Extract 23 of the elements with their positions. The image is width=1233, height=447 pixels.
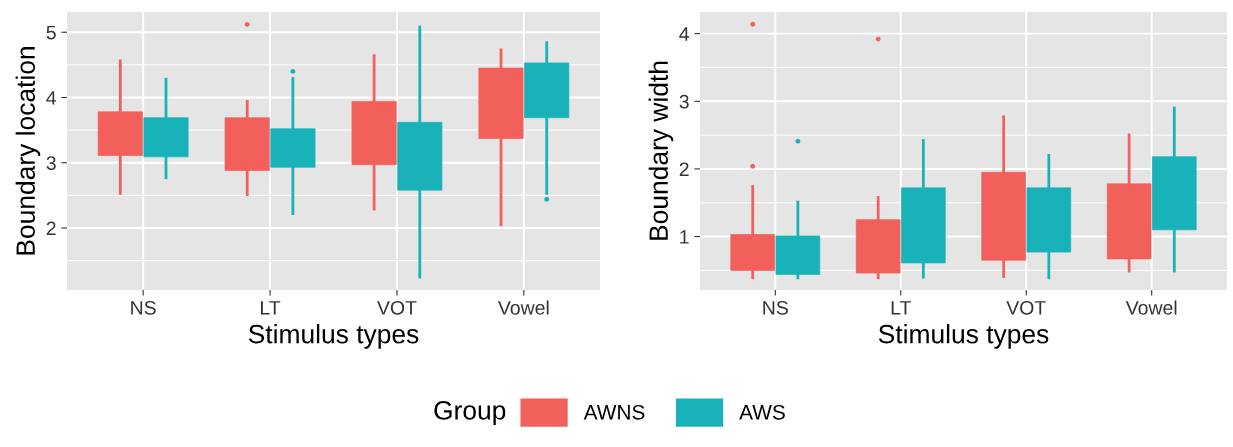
y-tick-label: 5 xyxy=(46,25,56,40)
y-tick-label: 1 xyxy=(680,230,689,244)
y-tick-label: 3 xyxy=(679,94,689,109)
x-tick-label: VOT xyxy=(377,300,417,315)
legend-title: Group xyxy=(434,401,506,425)
y-tick-label: 3 xyxy=(46,156,56,170)
x-tick-label: VOT xyxy=(1006,300,1046,315)
y-axis-title: Boundary width xyxy=(648,61,674,240)
x-tick-label: LT xyxy=(261,301,281,315)
x-axis-title: Stimulus types xyxy=(248,324,419,349)
x-tick-label: Vowel xyxy=(498,300,549,315)
x-tick-label: NS xyxy=(763,300,788,315)
y-tick-label: 4 xyxy=(46,91,57,105)
y-tick-label: 2 xyxy=(46,221,56,236)
legend-label: AWS xyxy=(739,404,785,420)
x-tick-label: Vowel xyxy=(1125,300,1177,315)
x-tick-label: NS xyxy=(131,300,156,315)
y-axis-title: Boundary location xyxy=(15,47,41,255)
x-tick-label: LT xyxy=(891,301,911,315)
x-axis-title: Stimulus types xyxy=(878,324,1049,349)
y-tick-label: 4 xyxy=(679,27,690,41)
legend-label: AWNS xyxy=(583,404,645,420)
y-tick-label: 2 xyxy=(679,162,689,176)
